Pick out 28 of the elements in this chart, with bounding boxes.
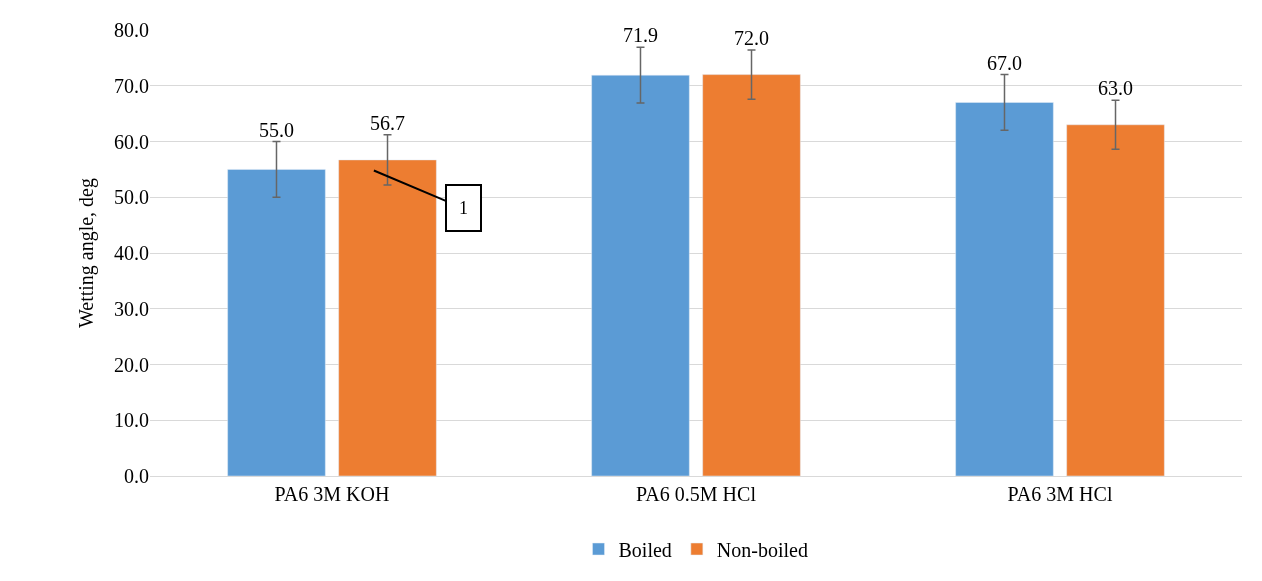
y-axis-title: Wetting angle, deg [74, 177, 98, 329]
x-tick-label: PA6 0.5M HCl [636, 483, 757, 505]
y-tick-label: 80.0 [114, 19, 149, 41]
y-tick-label: 10.0 [114, 409, 149, 432]
y-tick-label: 0.0 [124, 465, 149, 487]
data-label: 55.0 [258, 118, 294, 141]
y-tick-label: 70.0 [114, 74, 149, 97]
y-tick-label: 40.0 [114, 242, 149, 264]
bar [227, 169, 326, 476]
bar [338, 159, 437, 476]
legend-label: Non-boiled [716, 538, 808, 561]
data-label: 63.0 [1098, 77, 1134, 100]
data-label: 71.9 [622, 24, 658, 47]
bar [702, 74, 801, 476]
y-tick-label: 20.0 [114, 353, 149, 376]
y-tick-label: 30.0 [114, 297, 149, 320]
legend-label: Boiled [618, 538, 672, 561]
bar [1066, 124, 1165, 476]
bar [591, 74, 690, 476]
data-label: 67.0 [986, 51, 1022, 74]
x-tick-label: PA6 3M HCl [1007, 483, 1113, 505]
annotation: 1 [459, 198, 468, 218]
y-tick-label: 50.0 [114, 186, 149, 209]
y-tick-label: 60.0 [114, 130, 149, 153]
data-label: 56.7 [370, 111, 406, 134]
x-tick-label: PA6 3M KOH [274, 483, 390, 505]
data-label: 72.0 [734, 27, 770, 50]
bar [955, 102, 1054, 476]
